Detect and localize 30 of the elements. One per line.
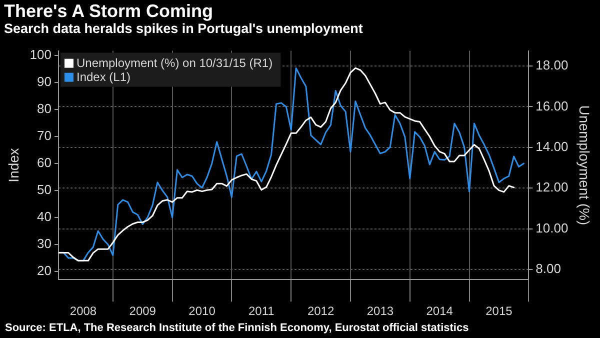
chart-subtitle: Search data heralds spikes in Portugal's unemployment xyxy=(4,21,363,36)
y2-axis-title: Unemployment (%) xyxy=(576,105,593,226)
y-tick-label: 60 xyxy=(37,155,52,170)
y2-tick-label: 12.00 xyxy=(536,180,568,195)
x-tick-label: 2009 xyxy=(129,304,156,318)
y2-tick-label: 16.00 xyxy=(536,98,568,114)
legend-label: Unemployment (%) on 10/31/15 (R1) xyxy=(76,56,273,70)
x-tick-label: 2015 xyxy=(486,304,513,318)
x-tick-label: 2011 xyxy=(248,304,275,318)
y-tick-label: 40 xyxy=(37,209,52,224)
source-note: Source: ETLA, The Research Institute of the Finnish Economy, Eurostat official statistics xyxy=(5,322,469,334)
x-tick-label: 2012 xyxy=(307,304,334,318)
x-tick-label: 2013 xyxy=(366,304,394,318)
y-tick-label: 50 xyxy=(37,182,52,198)
y-axis-title: Index xyxy=(5,148,22,182)
x-tick-label: 2014 xyxy=(426,304,454,318)
y2-tick-label: 14.00 xyxy=(536,138,568,154)
y-tick-label: 100 xyxy=(30,46,52,62)
y2-tick-label: 8.00 xyxy=(536,261,561,276)
y-tick-label: 70 xyxy=(37,128,52,144)
x-tick-label: 2008 xyxy=(70,304,97,318)
y-tick-label: 90 xyxy=(37,74,52,89)
y-tick-label: 80 xyxy=(37,100,52,116)
y2-tick-label: 10.00 xyxy=(536,220,568,236)
chart-title: There's A Storm Coming xyxy=(4,1,213,22)
y-tick-label: 20 xyxy=(37,263,52,278)
x-tick-label: 2010 xyxy=(188,304,216,318)
legend-label: Index (L1) xyxy=(76,70,131,84)
y2-tick-label: 18.00 xyxy=(536,58,568,73)
y-tick-label: 30 xyxy=(37,236,52,252)
